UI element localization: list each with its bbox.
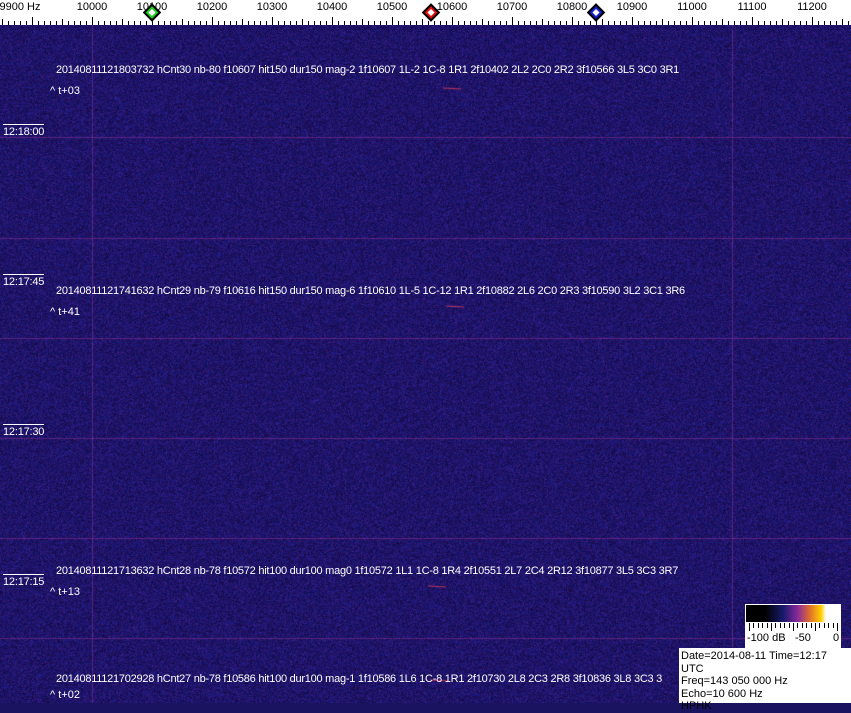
colorbar-tick (811, 623, 812, 628)
colorbar-tick (758, 623, 759, 628)
colorbar-tick (833, 623, 834, 628)
frequency-label: 11100 (738, 1, 767, 13)
axis-tick (692, 17, 693, 25)
colorbar-tick (819, 623, 820, 628)
waterfall-spectrogram[interactable] (0, 25, 851, 703)
axis-tick (632, 17, 633, 25)
info-station: HPHK (681, 700, 851, 713)
axis-tick (272, 17, 273, 25)
colorbar-gradient (746, 605, 840, 622)
frequency-label: 10000 (77, 1, 108, 13)
colorbar-tick (753, 623, 754, 628)
axis-tick (572, 17, 573, 25)
time-label: 12:18:00 (3, 124, 44, 138)
frequency-label: 11000 (677, 1, 707, 13)
frequency-label: 11200 (797, 1, 827, 13)
colorbar-tick (806, 623, 807, 628)
axis-tick (32, 17, 33, 25)
frequency-label: 10300 (257, 1, 288, 13)
colorbar-label: -50 (795, 632, 811, 644)
colorbar-tick (802, 623, 803, 628)
colorbar-legend: -100 dB -50 0 (745, 604, 841, 648)
axis-tick (212, 17, 213, 25)
frequency-label: 10500 (377, 1, 408, 13)
frequency-label: 9900 Hz (0, 1, 40, 13)
info-box: Date=2014-08-11 Time=12:17 UTC Freq=143 … (679, 648, 851, 703)
colorbar-tick (824, 623, 825, 628)
colorbar-tick (797, 623, 798, 628)
time-label: 12:17:15 (3, 574, 44, 588)
axis-tick (452, 17, 453, 25)
colorbar-label: 0 (833, 632, 839, 644)
colorbar-tick (762, 623, 763, 628)
axis-tick (92, 17, 93, 25)
axis-tick (392, 17, 393, 25)
frequency-label: 10700 (497, 1, 528, 13)
info-frequency: Freq=143 050 000 Hz (681, 675, 851, 688)
axis-tick (752, 17, 753, 25)
colorbar-tick (771, 623, 772, 631)
axis-tick (512, 17, 513, 25)
event-offset: ^ t+13 (50, 586, 80, 598)
axis-tick (812, 17, 813, 25)
colorbar-tick (793, 623, 794, 631)
frequency-label: 10200 (197, 1, 228, 13)
colorbar-tick (780, 623, 781, 628)
event-text: 20140811121713632 hCnt28 nb-78 f10572 hi… (56, 565, 678, 577)
event-text: 20140811121803732 hCnt30 nb-80 f10607 hi… (56, 64, 679, 76)
axis-tick (332, 17, 333, 25)
colorbar-tick (815, 623, 816, 631)
colorbar-tick (837, 623, 838, 631)
frequency-label: 10900 (617, 1, 648, 13)
info-date-time: Date=2014-08-11 Time=12:17 UTC (681, 650, 851, 675)
colorbar-tick (828, 623, 829, 628)
frequency-label: 10800 (557, 1, 588, 13)
info-echo: Echo=10 600 Hz (681, 688, 851, 701)
time-label: 12:17:30 (3, 424, 44, 438)
frequency-label: 10600 (437, 1, 468, 13)
colorbar-tick (749, 623, 750, 631)
colorbar-tick (789, 623, 790, 628)
colorbar-tick (775, 623, 776, 628)
event-text: 20140811121702928 hCnt27 nb-78 f10586 hi… (56, 673, 662, 685)
event-offset: ^ t+02 (50, 689, 80, 701)
event-offset: ^ t+41 (50, 306, 80, 318)
colorbar-tick (767, 623, 768, 628)
colorbar-tick (784, 623, 785, 628)
frequency-label: 10400 (317, 1, 348, 13)
colorbar-label: -100 dB (747, 632, 786, 644)
event-offset: ^ t+03 (50, 85, 80, 97)
event-text: 20140811121741632 hCnt29 nb-79 f10616 hi… (56, 285, 685, 297)
time-label: 12:17:45 (3, 274, 44, 288)
frequency-axis[interactable]: 9900 Hz100001010010200103001040010500106… (0, 0, 851, 25)
